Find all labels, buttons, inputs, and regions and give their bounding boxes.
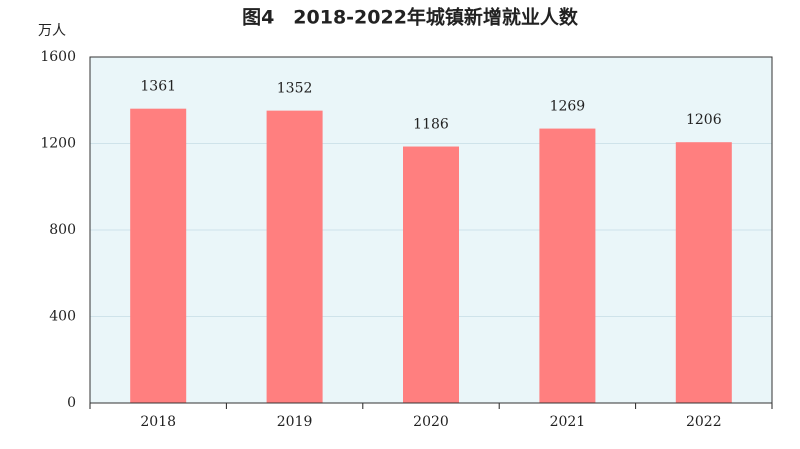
data-label: 1269	[550, 99, 586, 115]
data-label: 1186	[413, 117, 449, 133]
y-tick-label: 1600	[40, 49, 76, 65]
y-tick-label: 400	[49, 309, 76, 325]
y-tick-label: 0	[67, 395, 76, 411]
bar	[130, 108, 187, 403]
x-tick-label: 2021	[550, 414, 586, 430]
plot-border	[89, 56, 773, 404]
y-tick-label: 1200	[40, 136, 76, 152]
x-tick-label: 2022	[686, 414, 722, 430]
x-tick-label: 2019	[277, 414, 313, 430]
bar	[675, 142, 732, 403]
data-label: 1352	[277, 81, 313, 97]
x-tick-label: 2020	[413, 414, 449, 430]
bar	[266, 110, 323, 403]
y-tick-label: 800	[49, 222, 76, 238]
data-label: 1361	[140, 79, 176, 95]
x-tick-label: 2018	[140, 414, 176, 430]
bar	[539, 128, 596, 404]
chart-title: 图4 2018-2022年城镇新增就业人数	[242, 6, 579, 29]
data-label: 1206	[686, 112, 722, 128]
bar	[403, 146, 459, 403]
y-axis-label: 万人	[38, 23, 66, 39]
